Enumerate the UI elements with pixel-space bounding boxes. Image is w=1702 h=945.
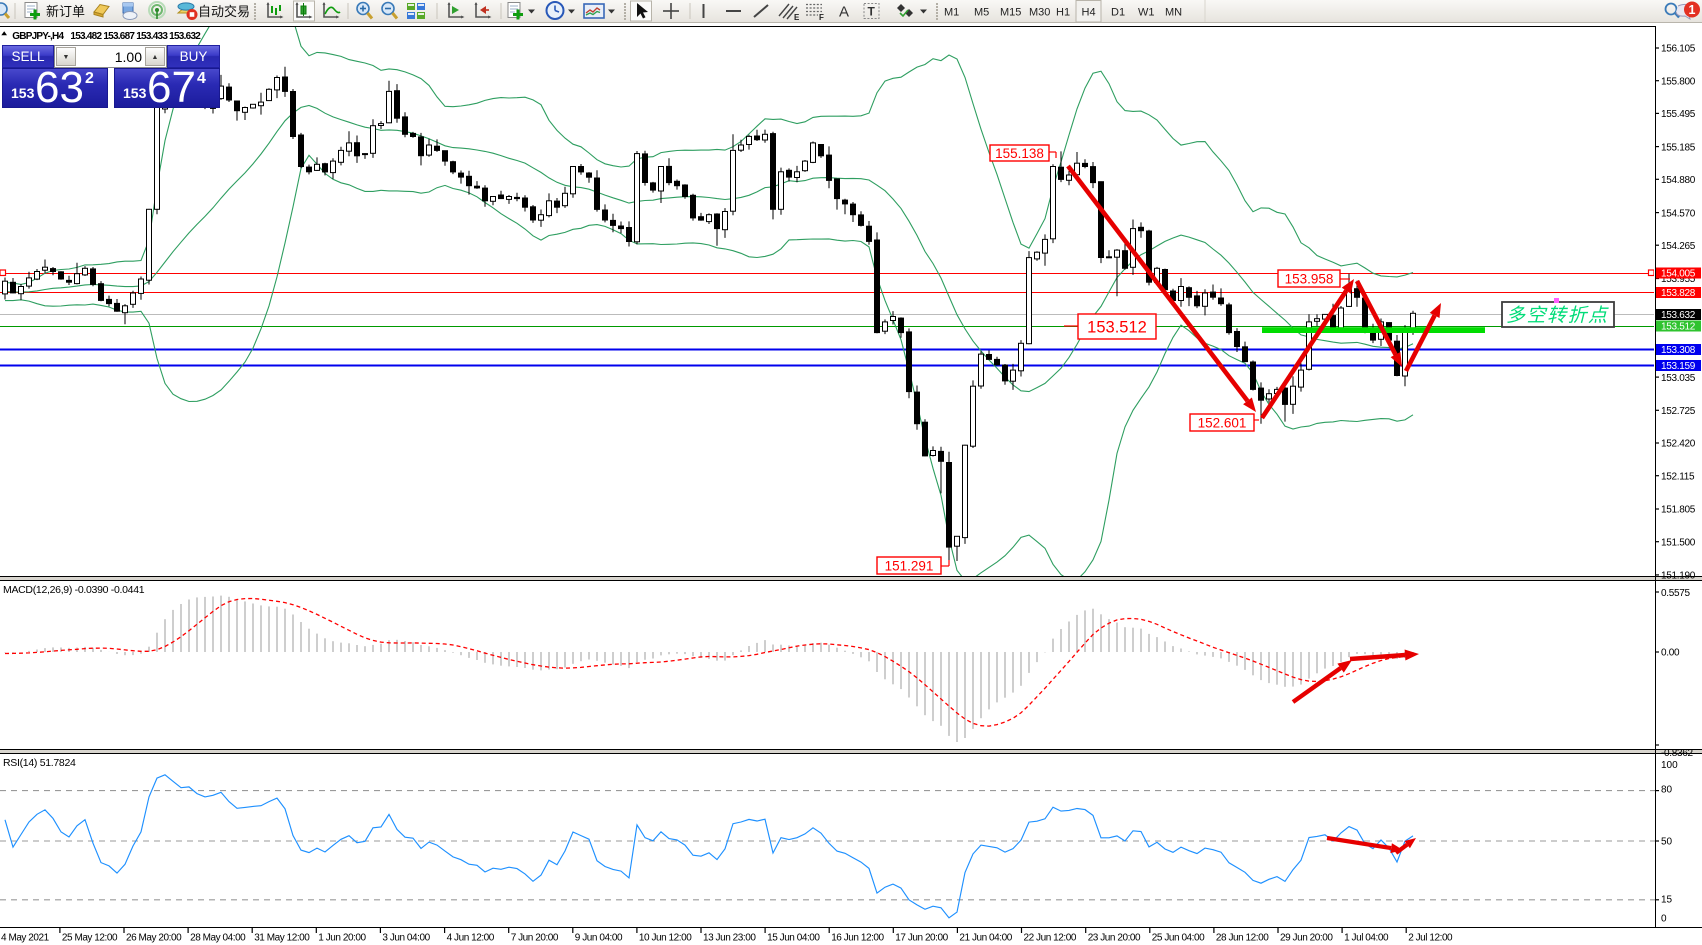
svg-text:D1: D1 <box>1111 7 1125 19</box>
svg-text:153.955: 153.955 <box>1661 274 1696 285</box>
svg-text:100: 100 <box>1661 760 1678 771</box>
svg-text:2 Jul 12:00: 2 Jul 12:00 <box>1408 933 1453 944</box>
svg-text:W1: W1 <box>1138 7 1155 19</box>
svg-text:M5: M5 <box>974 7 989 19</box>
svg-text:26 May 20:00: 26 May 20:00 <box>126 933 182 944</box>
svg-text:16 Jun 12:00: 16 Jun 12:00 <box>831 933 884 944</box>
svg-text:28 May 04:00: 28 May 04:00 <box>190 933 246 944</box>
svg-text:0.00: 0.00 <box>1661 648 1680 659</box>
svg-text:155.495: 155.495 <box>1661 109 1696 120</box>
svg-text:151.291: 151.291 <box>885 558 934 573</box>
svg-text:152.420: 152.420 <box>1661 439 1696 450</box>
svg-text:A: A <box>839 4 849 21</box>
svg-text:151.190: 151.190 <box>1661 571 1696 582</box>
svg-text:151.500: 151.500 <box>1661 537 1696 548</box>
svg-text:0.5575: 0.5575 <box>1661 588 1691 599</box>
svg-text:1 Jul 04:00: 1 Jul 04:00 <box>1344 933 1389 944</box>
svg-text:1 Jun 20:00: 1 Jun 20:00 <box>318 933 366 944</box>
svg-text:153.159: 153.159 <box>1661 361 1696 372</box>
svg-text:4 May 2021: 4 May 2021 <box>1 933 50 944</box>
svg-text:9 Jun 04:00: 9 Jun 04:00 <box>575 933 623 944</box>
svg-text:M30: M30 <box>1029 7 1050 19</box>
svg-text:151.805: 151.805 <box>1661 505 1696 516</box>
svg-text:F: F <box>819 13 824 22</box>
svg-text:153.035: 153.035 <box>1661 373 1696 384</box>
svg-text:多空转折点: 多空转折点 <box>1506 305 1609 327</box>
svg-text:153.958: 153.958 <box>1285 271 1334 286</box>
svg-text:155.138: 155.138 <box>995 146 1044 161</box>
svg-text:E: E <box>794 13 800 22</box>
svg-text:155.800: 155.800 <box>1661 76 1696 87</box>
svg-text:M15: M15 <box>1000 7 1021 19</box>
svg-text:154.570: 154.570 <box>1661 208 1696 219</box>
svg-text:152.725: 152.725 <box>1661 406 1696 417</box>
svg-text:13 Jun 23:00: 13 Jun 23:00 <box>703 933 756 944</box>
svg-text:15: 15 <box>1661 895 1673 906</box>
svg-text:156.105: 156.105 <box>1661 44 1696 55</box>
svg-text:4 Jun 12:00: 4 Jun 12:00 <box>447 933 495 944</box>
svg-text:153.828: 153.828 <box>1661 288 1696 299</box>
svg-text:153.512: 153.512 <box>1661 322 1696 333</box>
svg-text:MACD(12,26,9) -0.0390 -0.0441: MACD(12,26,9) -0.0390 -0.0441 <box>3 584 145 596</box>
svg-text:H4: H4 <box>1082 7 1096 19</box>
svg-text:自动交易: 自动交易 <box>198 4 250 19</box>
svg-text:23 Jun 20:00: 23 Jun 20:00 <box>1088 933 1141 944</box>
svg-text:0: 0 <box>1661 914 1667 925</box>
svg-text:10 Jun 12:00: 10 Jun 12:00 <box>639 933 692 944</box>
svg-text:154.880: 154.880 <box>1661 175 1696 186</box>
svg-text:80: 80 <box>1661 785 1673 796</box>
svg-text:50: 50 <box>1661 837 1673 848</box>
svg-text:29 Jun 20:00: 29 Jun 20:00 <box>1280 933 1333 944</box>
svg-text:154.005: 154.005 <box>1661 269 1696 280</box>
svg-text:GBPJPY-,H4: GBPJPY-,H4 <box>12 31 64 42</box>
svg-text:17 Jun 20:00: 17 Jun 20:00 <box>895 933 948 944</box>
svg-text:153.632: 153.632 <box>1661 310 1696 321</box>
svg-text:-0.8362: -0.8362 <box>1661 748 1694 759</box>
svg-text:25 May 12:00: 25 May 12:00 <box>62 933 118 944</box>
svg-text:3 Jun 04:00: 3 Jun 04:00 <box>382 933 430 944</box>
svg-text:T: T <box>868 5 876 19</box>
svg-text:154.265: 154.265 <box>1661 241 1696 252</box>
svg-text:7 Jun 20:00: 7 Jun 20:00 <box>511 933 559 944</box>
svg-text:H1: H1 <box>1056 7 1070 19</box>
svg-text:152.115: 152.115 <box>1661 471 1695 482</box>
svg-text:28 Jun 12:00: 28 Jun 12:00 <box>1216 933 1269 944</box>
svg-text:155.185: 155.185 <box>1661 142 1696 153</box>
svg-text:153.308: 153.308 <box>1661 345 1696 356</box>
svg-text:153.482 153.687 153.433 153.63: 153.482 153.687 153.433 153.632 <box>70 31 201 42</box>
svg-text:15 Jun 04:00: 15 Jun 04:00 <box>767 933 820 944</box>
svg-text:22 Jun 12:00: 22 Jun 12:00 <box>1024 933 1077 944</box>
svg-text:21 Jun 04:00: 21 Jun 04:00 <box>959 933 1012 944</box>
svg-text:1: 1 <box>1689 3 1696 17</box>
svg-text:153.512: 153.512 <box>1087 318 1147 336</box>
svg-text:MN: MN <box>1165 7 1182 19</box>
svg-text:M1: M1 <box>944 7 959 19</box>
svg-text:新订单: 新订单 <box>46 4 85 19</box>
svg-text:RSI(14) 51.7824: RSI(14) 51.7824 <box>3 757 76 769</box>
svg-text:152.601: 152.601 <box>1198 415 1247 430</box>
svg-text:25 Jun 04:00: 25 Jun 04:00 <box>1152 933 1205 944</box>
svg-text:31 May 12:00: 31 May 12:00 <box>254 933 310 944</box>
